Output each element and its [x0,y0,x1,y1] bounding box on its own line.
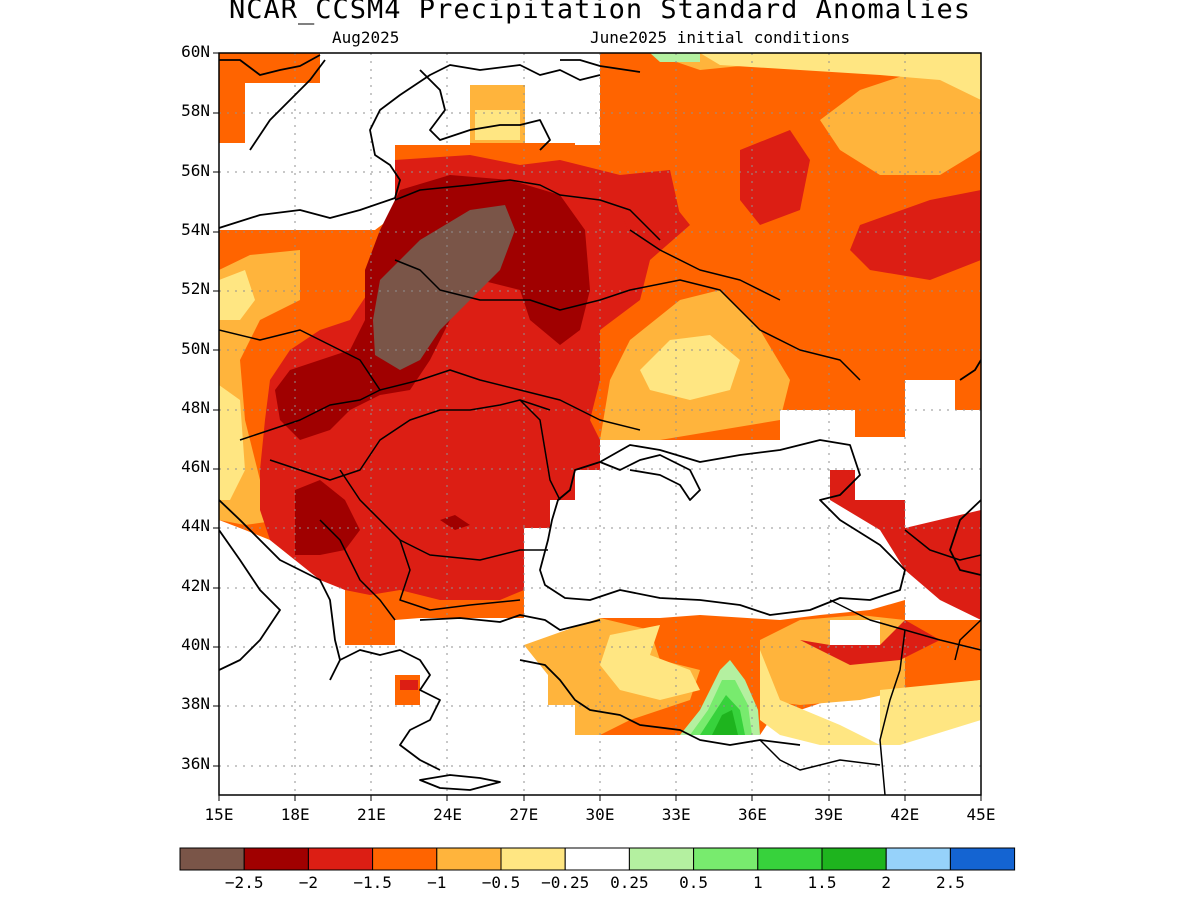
colorbar-swatch [307,847,374,871]
map-area [219,53,981,795]
lon-label: 36E [737,805,767,824]
lon-label: 42E [890,805,920,824]
lat-label: 52N [181,279,210,299]
colorbar-swatch [436,847,502,871]
colorbar-swatch [949,847,1016,871]
colorbar-swatch [693,847,759,871]
lon-label: 39E [814,805,844,824]
colorbar-label: −2.5 [224,873,264,892]
lon-label: 24E [433,805,463,824]
lat-label: 56N [181,160,210,180]
lon-label: 33E [661,805,691,824]
colorbar-label: −1.5 [353,873,392,892]
lon-label: 30E [585,805,615,824]
lat-label: 36N [181,753,210,773]
colorbar-label: −0.5 [481,873,521,892]
colorbar-label: 1 [752,873,763,892]
colorbar-swatch [179,847,245,871]
colorbar-label: 2.5 [935,873,965,892]
colorbar-label: 0.25 [610,873,649,892]
map-title: NCAR_CCSM4 Precipitation Standard Anomal… [229,0,971,25]
anomaly-very-dry-region [373,205,515,370]
colorbar-swatch [243,847,309,871]
lon-label: 21E [356,805,386,824]
lat-label: 38N [181,694,210,714]
coastlines [219,54,981,791]
colorbar-label: −1 [427,873,447,892]
colorbar-label: 2 [881,873,891,892]
colorbar-swatch [372,847,438,871]
lat-label: 54N [181,219,210,239]
lon-label: 45E [966,805,996,824]
colorbar-label: 0.5 [679,873,709,892]
colorbar-swatch [885,847,951,871]
colorbar-swatch [500,847,566,871]
initial-conditions: June2025 initial conditions [590,28,851,47]
colorbar-label: −0.25 [541,873,590,892]
lat-label: 42N [181,575,210,595]
colorbar-label: 1.5 [807,873,837,892]
colorbar-swatch [628,847,695,871]
lat-label: 60N [181,42,210,61]
forecast-month: Aug2025 [332,28,400,47]
colorbar-swatch [757,847,823,871]
colorbar-swatch [564,847,630,871]
lat-label: 50N [181,338,210,358]
lat-label: 46N [181,457,210,477]
lat-label: 44N [181,516,210,536]
colorbar-label: −2 [298,873,319,892]
lat-label: 40N [181,635,210,654]
colorbar-swatch [821,847,887,871]
country-borders [219,179,981,795]
lat-label: 48N [181,397,210,417]
colorbar [179,847,1016,871]
lon-label: 27E [509,805,539,824]
lon-label: 18E [280,805,310,824]
lat-label: 58N [181,101,210,121]
lon-label: 15E [204,805,234,824]
